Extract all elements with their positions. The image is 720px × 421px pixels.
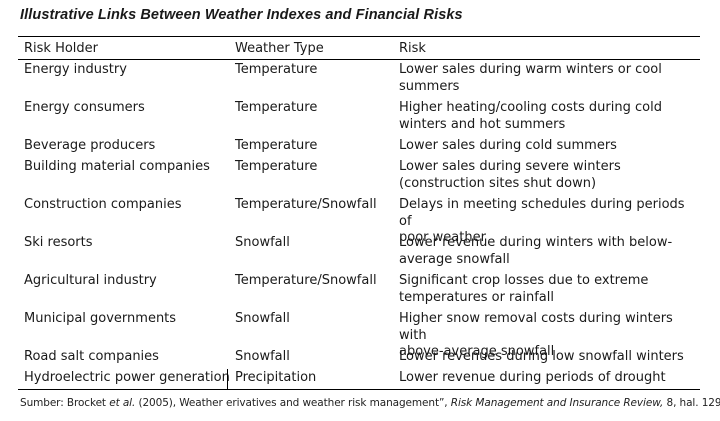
risk-line: Lower revenues during low snowfall winte…	[399, 349, 684, 364]
weather-type-cell: Temperature	[235, 159, 318, 174]
header-risk: Risk	[399, 41, 426, 56]
risk-line: Significant crop losses due to extreme	[399, 273, 649, 288]
header-weather-type: Weather Type	[235, 41, 324, 56]
weather-type-cell: Temperature	[235, 138, 318, 153]
risk-line: (construction sites shut down)	[399, 175, 597, 191]
weather-type-cell: Temperature	[235, 62, 318, 77]
risk-cell: Higher snow removal costs during winters…	[399, 311, 699, 361]
source-suffix: 8, hal. 129	[663, 397, 720, 409]
risk-line: poor weather	[399, 230, 486, 245]
weather-type-cell: Snowfall	[235, 311, 290, 326]
risk-cell: Significant crop losses due to extreme t…	[399, 273, 699, 306]
risk-holder-cell: Beverage producers	[24, 138, 156, 153]
risk-holder-cell: Agricultural industry	[24, 273, 157, 288]
risk-line: Higher snow removal costs during winters…	[399, 311, 673, 343]
header-rule	[18, 59, 700, 60]
source-prefix: Sumber: Brocket	[20, 397, 110, 409]
risk-line: Lower revenue during winters with below-	[399, 235, 673, 250]
risk-cell: Lower revenues during low snowfall winte…	[399, 349, 699, 366]
table-title: Illustrative Links Between Weather Index…	[20, 7, 463, 23]
risk-line: winters and hot summers	[399, 116, 566, 132]
bottom-rule	[18, 389, 700, 391]
risk-cell: Lower sales during cold summers	[399, 138, 699, 155]
source-middle: (2005), Weather erivatives and weather r…	[135, 397, 451, 409]
risk-cell: Lower revenue during periods of drought	[399, 370, 699, 387]
risk-line: Higher heating/cooling costs during cold	[399, 100, 662, 115]
weather-type-cell: Precipitation	[235, 370, 317, 385]
risk-holder-cell: Municipal governments	[24, 311, 177, 326]
risk-line: Lower sales during warm winters or cool	[399, 62, 662, 77]
weather-type-cell: Snowfall	[235, 349, 290, 364]
risk-line: average snowfall	[399, 251, 510, 267]
risk-line: Lower sales during severe winters	[399, 159, 621, 174]
risk-cell: Lower sales during warm winters or cool …	[399, 62, 699, 95]
risk-line: temperatures or rainfall	[399, 289, 554, 305]
risk-holder-cell: Road salt companies	[24, 349, 159, 364]
risk-line: above-average snowfall	[399, 344, 555, 359]
source-journal: Risk Management and Insurance Review,	[450, 397, 664, 409]
risk-holder-cell: Energy industry	[24, 62, 127, 77]
weather-type-cell: Temperature	[235, 100, 318, 115]
weather-type-cell: Temperature/Snowfall	[235, 273, 377, 288]
risk-line: Lower sales during cold summers	[399, 138, 617, 153]
risk-line: Lower revenue during periods of drought	[399, 370, 666, 385]
column-divider	[227, 369, 228, 389]
top-rule	[18, 36, 700, 38]
risk-line: Delays in meeting schedules during perio…	[399, 197, 685, 229]
risk-holder-cell: Building material companies	[24, 159, 210, 174]
risk-cell: Higher heating/cooling costs during cold…	[399, 100, 699, 133]
source-etal: et al.	[109, 397, 136, 409]
risk-cell: Lower sales during severe winters (const…	[399, 159, 699, 192]
weather-type-cell: Temperature/Snowfall	[235, 197, 377, 212]
header-risk-holder: Risk Holder	[24, 41, 99, 56]
risk-cell: Lower revenue during winters with below-…	[399, 235, 699, 268]
risk-holder-cell: Construction companies	[24, 197, 182, 212]
source-note: Sumber: Brocket et al. (2005), Weather e…	[20, 397, 720, 409]
risk-holder-cell: Ski resorts	[24, 235, 93, 250]
risk-holder-cell: Energy consumers	[24, 100, 145, 115]
risk-line: summers	[399, 78, 460, 94]
risk-cell: Delays in meeting schedules during perio…	[399, 197, 699, 247]
risk-holder-cell: Hydroelectric power generation	[24, 370, 230, 385]
weather-type-cell: Snowfall	[235, 235, 290, 250]
